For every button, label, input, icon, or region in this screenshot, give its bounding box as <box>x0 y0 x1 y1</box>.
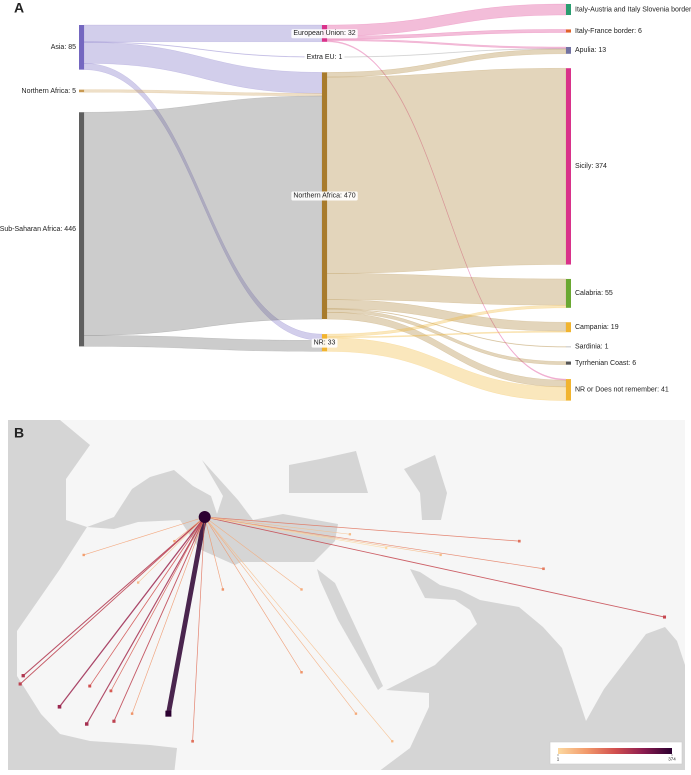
node <box>566 361 571 365</box>
panel-label: A <box>14 0 24 16</box>
flow-link <box>83 95 323 336</box>
flow-line <box>204 516 387 549</box>
node <box>566 29 571 33</box>
flow-link <box>326 38 567 49</box>
label-background <box>311 338 338 348</box>
origin-marker <box>439 553 442 557</box>
colorbar-tick-label: 374 <box>668 757 676 762</box>
node <box>79 25 84 70</box>
node-label: NR or Does not remember: 41 <box>575 387 669 394</box>
node <box>566 379 571 401</box>
flow-line <box>174 516 206 542</box>
flow-line <box>83 516 206 556</box>
flow-line <box>110 516 206 692</box>
links <box>83 3 567 401</box>
node-label: Sardinia: 1 <box>575 344 609 351</box>
origin-marker <box>130 712 134 715</box>
origin-marker <box>109 689 113 693</box>
origin-marker <box>391 740 394 743</box>
origin-marker <box>542 567 545 571</box>
flow-line <box>204 516 544 570</box>
node <box>566 278 571 308</box>
origin-marker <box>82 553 85 557</box>
destination-marker <box>198 511 211 523</box>
origin-marker <box>18 682 22 686</box>
flow-line <box>22 516 206 677</box>
origin-marker <box>348 533 352 536</box>
node-label: Tyrrhenian Coast: 6 <box>575 360 636 367</box>
flow-line <box>137 516 206 583</box>
flow-line <box>113 516 206 722</box>
colorbar: 1 374 <box>557 748 676 762</box>
colorbar-tick-label: 1 <box>557 757 560 762</box>
node-label: NR: 33 <box>314 340 336 347</box>
node <box>79 89 84 93</box>
origin-marker <box>165 710 172 717</box>
flow-line <box>165 514 208 717</box>
flow-line <box>204 516 351 535</box>
flow-line <box>204 516 302 590</box>
node-label: Sub-Saharan Africa: 446 <box>0 226 76 233</box>
origin-marker <box>354 712 358 715</box>
sankey: Asia: 85 Northern Africa: 5 Sub-Saharan Af… <box>0 3 691 401</box>
origin-marker <box>191 739 194 743</box>
origin-marker <box>300 588 303 591</box>
node <box>566 322 571 333</box>
node-label: Asia: 85 <box>51 44 76 51</box>
flow-link <box>83 24 323 43</box>
origin-marker <box>21 674 25 678</box>
origin-marker <box>300 671 303 674</box>
node-label: Calabria: 55 <box>575 290 613 297</box>
flow-line <box>204 516 357 714</box>
flows <box>18 511 667 743</box>
origin-marker <box>137 581 140 584</box>
node <box>566 4 571 16</box>
origin-marker <box>112 719 116 723</box>
node-label: Campania: 19 <box>575 324 619 331</box>
label-background <box>291 29 358 39</box>
flow-line <box>204 516 393 742</box>
origin-marker <box>84 722 89 726</box>
node-label: Italy-France border: 6 <box>575 28 642 35</box>
flow-line <box>58 516 206 708</box>
origin-marker <box>517 539 521 543</box>
flow-line <box>131 516 206 714</box>
flow-link <box>326 67 567 274</box>
flow-line <box>89 516 206 687</box>
origin-marker <box>57 704 62 709</box>
origin-marker <box>221 588 225 591</box>
flow-line <box>192 516 206 742</box>
origin-marker <box>173 539 176 543</box>
node-label: Italy-Austria and Italy Slovenia borders… <box>575 6 691 13</box>
node-label: Sicily: 374 <box>575 163 607 170</box>
node <box>566 68 571 265</box>
node <box>566 46 571 54</box>
panel-label: B <box>14 425 24 441</box>
label-background <box>291 191 358 201</box>
flow-line <box>204 516 441 556</box>
node-label: Northern Africa: 470 <box>293 193 355 200</box>
node-label: Extra EU: 1 <box>307 54 343 61</box>
flow-line <box>204 516 302 673</box>
node <box>79 112 84 347</box>
origin-marker <box>385 546 388 550</box>
origin-marker <box>88 684 92 688</box>
label-background <box>304 52 345 62</box>
flow-link <box>83 335 323 352</box>
origin-marker <box>662 615 667 619</box>
map <box>8 420 685 770</box>
flow-line <box>204 516 224 590</box>
node-label: Apulia: 13 <box>575 47 606 54</box>
node <box>566 346 571 348</box>
flow-line <box>204 516 520 542</box>
node-label: European Union: 32 <box>293 30 355 37</box>
flow-line <box>86 516 206 725</box>
flow-line <box>204 516 665 618</box>
water <box>8 420 685 770</box>
node-label: Northern Africa: 5 <box>22 88 77 95</box>
colorbar-ramp <box>558 748 672 754</box>
flow-line <box>19 516 206 685</box>
